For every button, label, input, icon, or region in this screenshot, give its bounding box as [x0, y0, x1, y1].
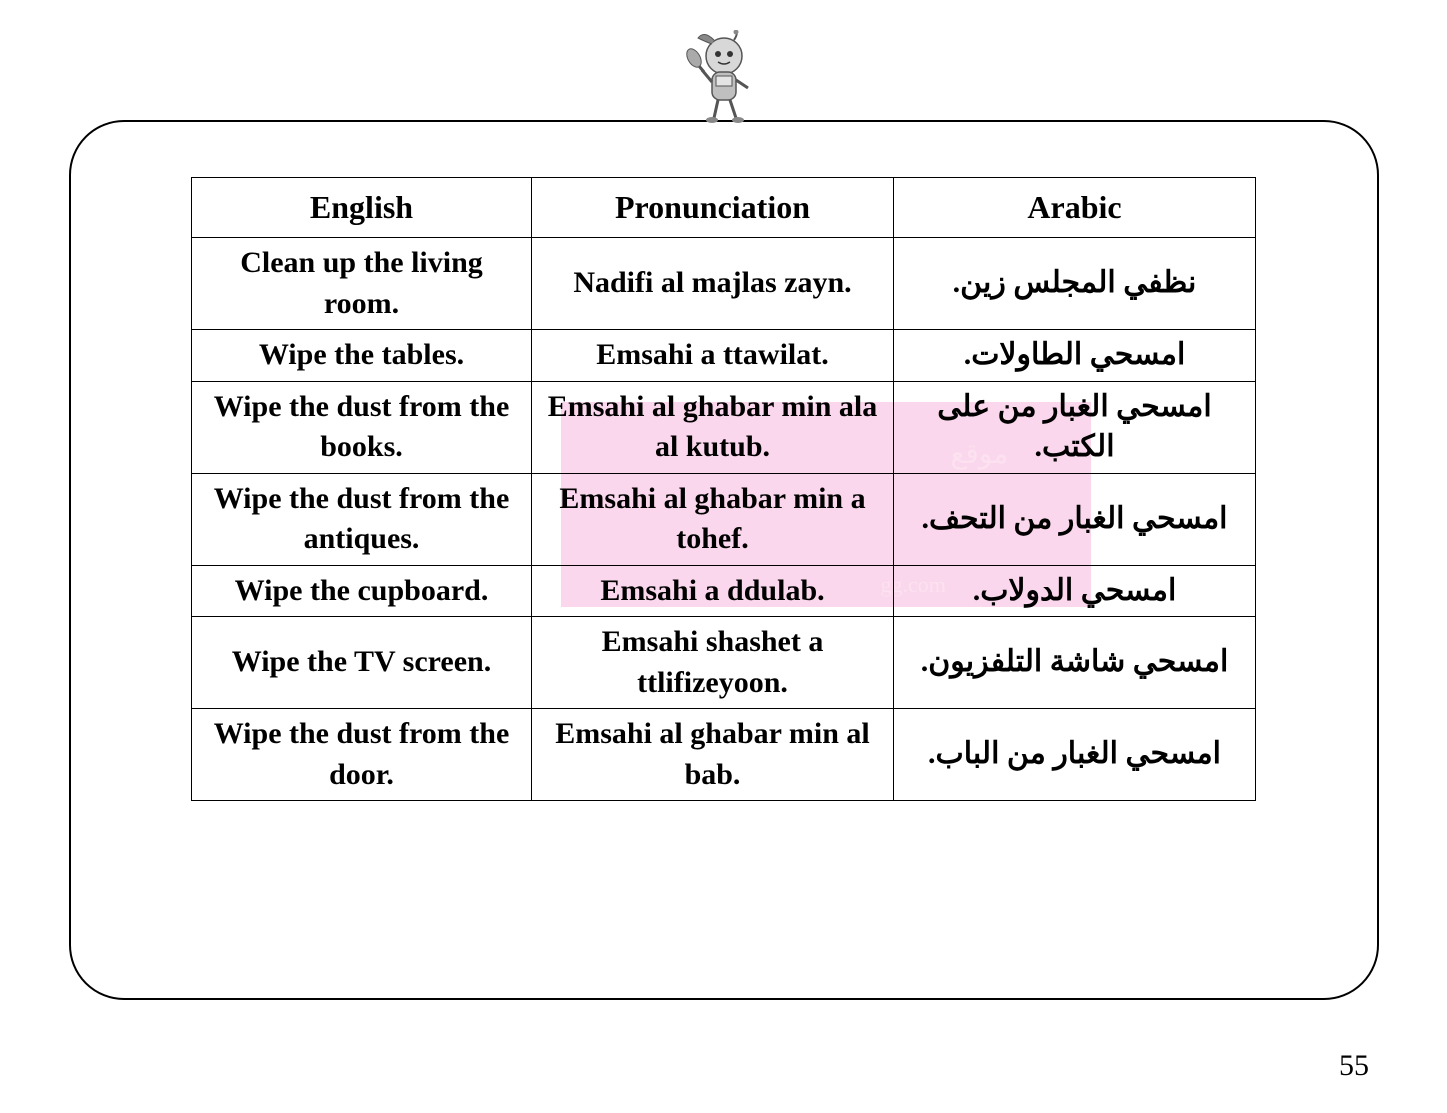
table-header-row: English Pronunciation Arabic [192, 178, 1256, 238]
cell-english: Wipe the cupboard. [192, 565, 532, 617]
cell-pronunciation: Emsahi al ghabar min al bab. [532, 709, 894, 801]
table-row: Wipe the TV screen. Emsahi shashet a ttl… [192, 617, 1256, 709]
cell-english: Wipe the dust from the antiques. [192, 473, 532, 565]
cell-english: Wipe the TV screen. [192, 617, 532, 709]
page-number: 55 [1339, 1049, 1369, 1083]
cell-pronunciation: Emsahi a ttawilat. [532, 330, 894, 382]
cell-pronunciation: Emsahi shashet a ttlifizeyoon. [532, 617, 894, 709]
cell-arabic: امسحي الغبار من الباب. [894, 709, 1256, 801]
table-row: Wipe the dust from the door. Emsahi al g… [192, 709, 1256, 801]
header-english: English [192, 178, 532, 238]
table-row: Wipe the tables. Emsahi a ttawilat. امسح… [192, 330, 1256, 382]
header-pronunciation: Pronunciation [532, 178, 894, 238]
table-row: Wipe the dust from the antiques. Emsahi … [192, 473, 1256, 565]
header-arabic: Arabic [894, 178, 1256, 238]
cell-pronunciation: Nadifi al majlas zayn. [532, 238, 894, 330]
cell-arabic: نظفي المجلس زين. [894, 238, 1256, 330]
cell-english: Wipe the tables. [192, 330, 532, 382]
cell-arabic: امسحي شاشة التلفزيون. [894, 617, 1256, 709]
cell-english: Wipe the dust from the door. [192, 709, 532, 801]
table-row: Wipe the dust from the books. Emsahi al … [192, 381, 1256, 473]
cell-arabic: امسحي الغبار من على الكتب. [894, 381, 1256, 473]
cell-pronunciation: Emsahi a ddulab. [532, 565, 894, 617]
table-row: Clean up the living room. Nadifi al majl… [192, 238, 1256, 330]
cell-arabic: امسحي الغبار من التحف. [894, 473, 1256, 565]
table-row: Wipe the cupboard. Emsahi a ddulab. امسح… [192, 565, 1256, 617]
cell-arabic: امسحي الدولاب. [894, 565, 1256, 617]
cell-english: Clean up the living room. [192, 238, 532, 330]
cell-pronunciation: Emsahi al ghabar min ala al kutub. [532, 381, 894, 473]
cell-arabic: امسحي الطاولات. [894, 330, 1256, 382]
cell-pronunciation: Emsahi al ghabar min a tohef. [532, 473, 894, 565]
mascot-icon [684, 30, 764, 130]
vocabulary-table: English Pronunciation Arabic Clean up th… [191, 177, 1256, 801]
content-card: موقع gg.com English Pronunciation Arabic… [69, 120, 1379, 1000]
cell-english: Wipe the dust from the books. [192, 381, 532, 473]
